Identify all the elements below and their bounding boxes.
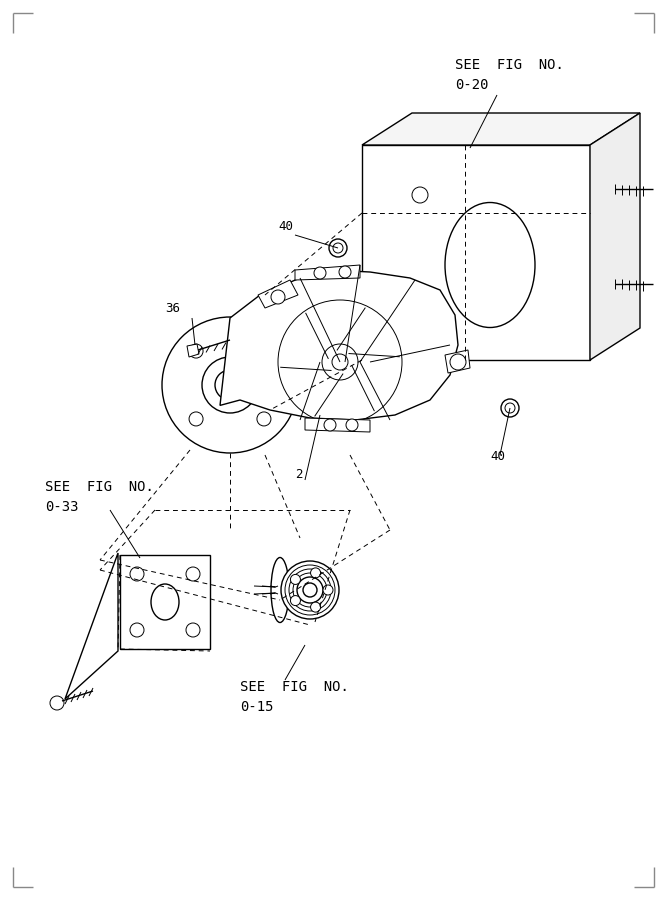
Text: 40: 40 [278,220,293,233]
Polygon shape [590,113,640,360]
Text: 0-20: 0-20 [455,78,488,92]
Polygon shape [362,113,640,145]
Ellipse shape [281,561,339,619]
Circle shape [189,344,203,358]
Circle shape [311,568,321,578]
Circle shape [290,596,300,606]
Circle shape [215,370,245,400]
Circle shape [202,357,258,413]
Circle shape [329,239,347,257]
Text: SEE  FIG  NO.: SEE FIG NO. [45,480,154,494]
Circle shape [450,354,466,370]
Ellipse shape [297,577,323,603]
Polygon shape [445,350,470,373]
Circle shape [257,344,271,358]
Circle shape [290,574,300,584]
Text: SEE  FIG  NO.: SEE FIG NO. [455,58,564,72]
Circle shape [162,317,298,453]
Circle shape [505,403,515,413]
Circle shape [339,266,351,278]
Circle shape [333,243,343,253]
Circle shape [324,419,336,431]
Ellipse shape [303,583,317,597]
Circle shape [130,567,144,581]
Text: 0-33: 0-33 [45,500,79,514]
Circle shape [257,412,271,426]
Ellipse shape [285,565,335,615]
Text: 40: 40 [490,450,505,463]
Circle shape [189,412,203,426]
Circle shape [50,696,64,710]
Text: 36: 36 [165,302,180,315]
Polygon shape [65,553,118,699]
Polygon shape [220,270,458,420]
Circle shape [323,585,333,595]
Ellipse shape [445,202,535,328]
Polygon shape [295,265,360,280]
Text: 2: 2 [295,468,303,481]
Circle shape [311,602,321,612]
Circle shape [223,378,237,392]
Polygon shape [362,145,590,360]
Circle shape [130,623,144,637]
Circle shape [186,623,200,637]
Polygon shape [187,344,199,357]
Ellipse shape [151,584,179,620]
Polygon shape [305,418,370,432]
Circle shape [346,419,358,431]
Ellipse shape [271,557,289,623]
Circle shape [332,354,348,370]
Polygon shape [258,280,298,308]
Circle shape [314,267,326,279]
Circle shape [322,344,358,380]
Ellipse shape [293,573,327,607]
Circle shape [412,187,428,203]
Text: SEE  FIG  NO.: SEE FIG NO. [240,680,349,694]
Ellipse shape [289,569,331,611]
Circle shape [186,567,200,581]
Text: 0-15: 0-15 [240,700,273,714]
Circle shape [271,290,285,304]
Polygon shape [120,555,210,649]
Circle shape [501,399,519,417]
